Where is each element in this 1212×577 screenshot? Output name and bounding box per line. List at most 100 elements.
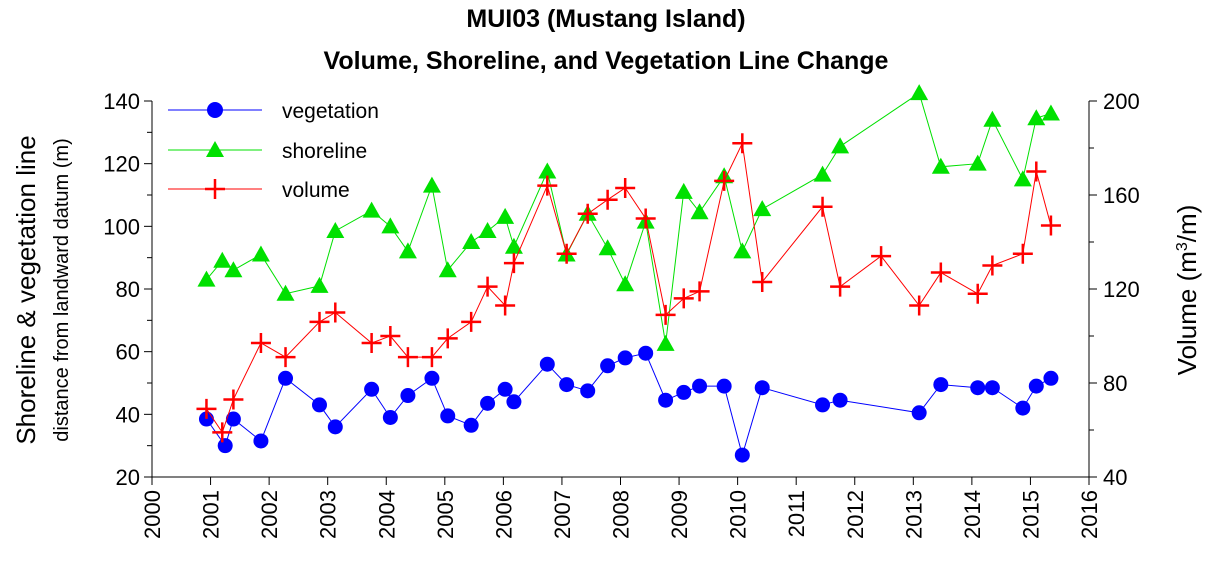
volume-point [967, 283, 988, 304]
volume-point [380, 326, 401, 346]
vegetation-point [559, 377, 575, 393]
x-tick-label: 2016 [1077, 490, 1102, 539]
x-tick-label: 2005 [433, 490, 458, 539]
legend: vegetation shoreline volume [168, 100, 379, 202]
legend-vegetation-marker [207, 102, 223, 118]
legend-shoreline-marker [206, 141, 224, 157]
vegetation-point [754, 380, 770, 396]
shoreline-point [983, 110, 1002, 127]
vegetation-point [692, 378, 708, 394]
shoreline-point [326, 222, 345, 239]
shoreline-point [398, 242, 417, 259]
volume-point [732, 133, 753, 154]
shoreline-point [478, 222, 497, 239]
x-tick-label: 2010 [726, 490, 751, 539]
legend-item-volume: volume [168, 179, 350, 202]
volume-point [752, 271, 773, 292]
y2-tick-label: 200 [1103, 89, 1140, 114]
vegetation-point [1043, 370, 1059, 386]
vegetation-point [311, 397, 327, 413]
vegetation-point [676, 384, 692, 400]
volume-point [309, 311, 330, 332]
vegetation-point [225, 411, 241, 427]
volume-point [223, 389, 244, 410]
x-tick-label: 2007 [550, 490, 575, 539]
y-axis-sublabel: distance from landward datum (m) [51, 138, 73, 441]
vegetation-point [506, 394, 522, 410]
volume-point [909, 295, 930, 316]
volume-point [689, 281, 710, 302]
x-axis-ticks: 2000 2001 2002 2003 2004 2005 2006 2007 2008 2009… [140, 477, 1102, 539]
vegetation-point [364, 381, 380, 397]
legend-item-shoreline: shoreline [168, 140, 367, 163]
shoreline-point [1013, 170, 1032, 187]
x-tick-label: 2013 [901, 490, 926, 539]
shoreline-point [462, 233, 481, 249]
y-tick-label: 80 [116, 277, 140, 302]
vegetation-point [617, 350, 633, 366]
x-tick-label: 2009 [667, 490, 692, 539]
vegetation-point [815, 397, 831, 413]
shoreline-point [910, 84, 929, 101]
vegetation-point [463, 417, 479, 433]
vegetation-point [440, 408, 456, 424]
volume-point [325, 302, 346, 323]
vegetation-point [1015, 400, 1031, 416]
series-shoreline [197, 84, 1060, 351]
vegetation-point [480, 395, 496, 411]
y-tick-label: 140 [103, 89, 140, 114]
series-volume [196, 133, 1061, 443]
vegetation-point [382, 409, 398, 425]
vegetation-point [400, 388, 416, 404]
shoreline-point [496, 207, 515, 224]
volume-point [1026, 161, 1047, 182]
legend-volume-marker [205, 179, 225, 199]
shoreline-point [362, 201, 381, 218]
shoreline-point [690, 203, 709, 220]
x-tick-label: 2002 [257, 490, 282, 539]
y-tick-label: 60 [116, 340, 140, 365]
shoreline-point [224, 261, 243, 278]
volume-point [477, 276, 498, 297]
vegetation-point [1028, 378, 1044, 394]
vegetation-point [734, 447, 750, 463]
y2-tick-label: 160 [1103, 183, 1140, 208]
volume-point [635, 208, 656, 229]
vegetation-point [217, 438, 233, 454]
volume-point [615, 177, 636, 198]
shoreline-point [538, 162, 557, 179]
vegetation-point [600, 358, 616, 374]
volume-point [673, 288, 694, 309]
volume-point [421, 347, 442, 368]
chart-title: MUI03 (Mustang Island) [466, 5, 745, 33]
shoreline-point [968, 154, 987, 171]
y-tick-label: 20 [116, 465, 140, 490]
chart-subtitle: Volume, Shoreline, and Vegetation Line C… [324, 47, 889, 75]
series-vegetation [198, 345, 1059, 463]
shoreline-point [753, 200, 772, 217]
volume-point [871, 246, 892, 267]
volume-point [495, 295, 516, 316]
vegetation-point [539, 356, 555, 372]
shoreline-point [598, 239, 617, 256]
volume-point [830, 276, 851, 297]
volume-point [275, 347, 296, 368]
volume-point [250, 333, 271, 354]
volume-point [196, 398, 217, 419]
vegetation-line [206, 352, 1052, 457]
vegetation-point [832, 392, 848, 408]
vegetation-point [716, 378, 732, 394]
volume-point [461, 311, 482, 332]
shoreline-point [674, 182, 693, 199]
vegetation-point [497, 381, 513, 397]
shoreline-point [1027, 109, 1046, 126]
volume-point [537, 175, 558, 196]
x-tick-label: 2003 [316, 490, 341, 539]
vegetation-point [638, 345, 654, 361]
x-tick-label: 2014 [960, 490, 985, 539]
y2-axis-label-main: Volume (m [1172, 251, 1202, 375]
vegetation-point [933, 377, 949, 393]
legend-item-vegetation: vegetation [168, 100, 379, 123]
volume-point [714, 170, 735, 191]
x-tick-label: 2012 [843, 490, 868, 539]
